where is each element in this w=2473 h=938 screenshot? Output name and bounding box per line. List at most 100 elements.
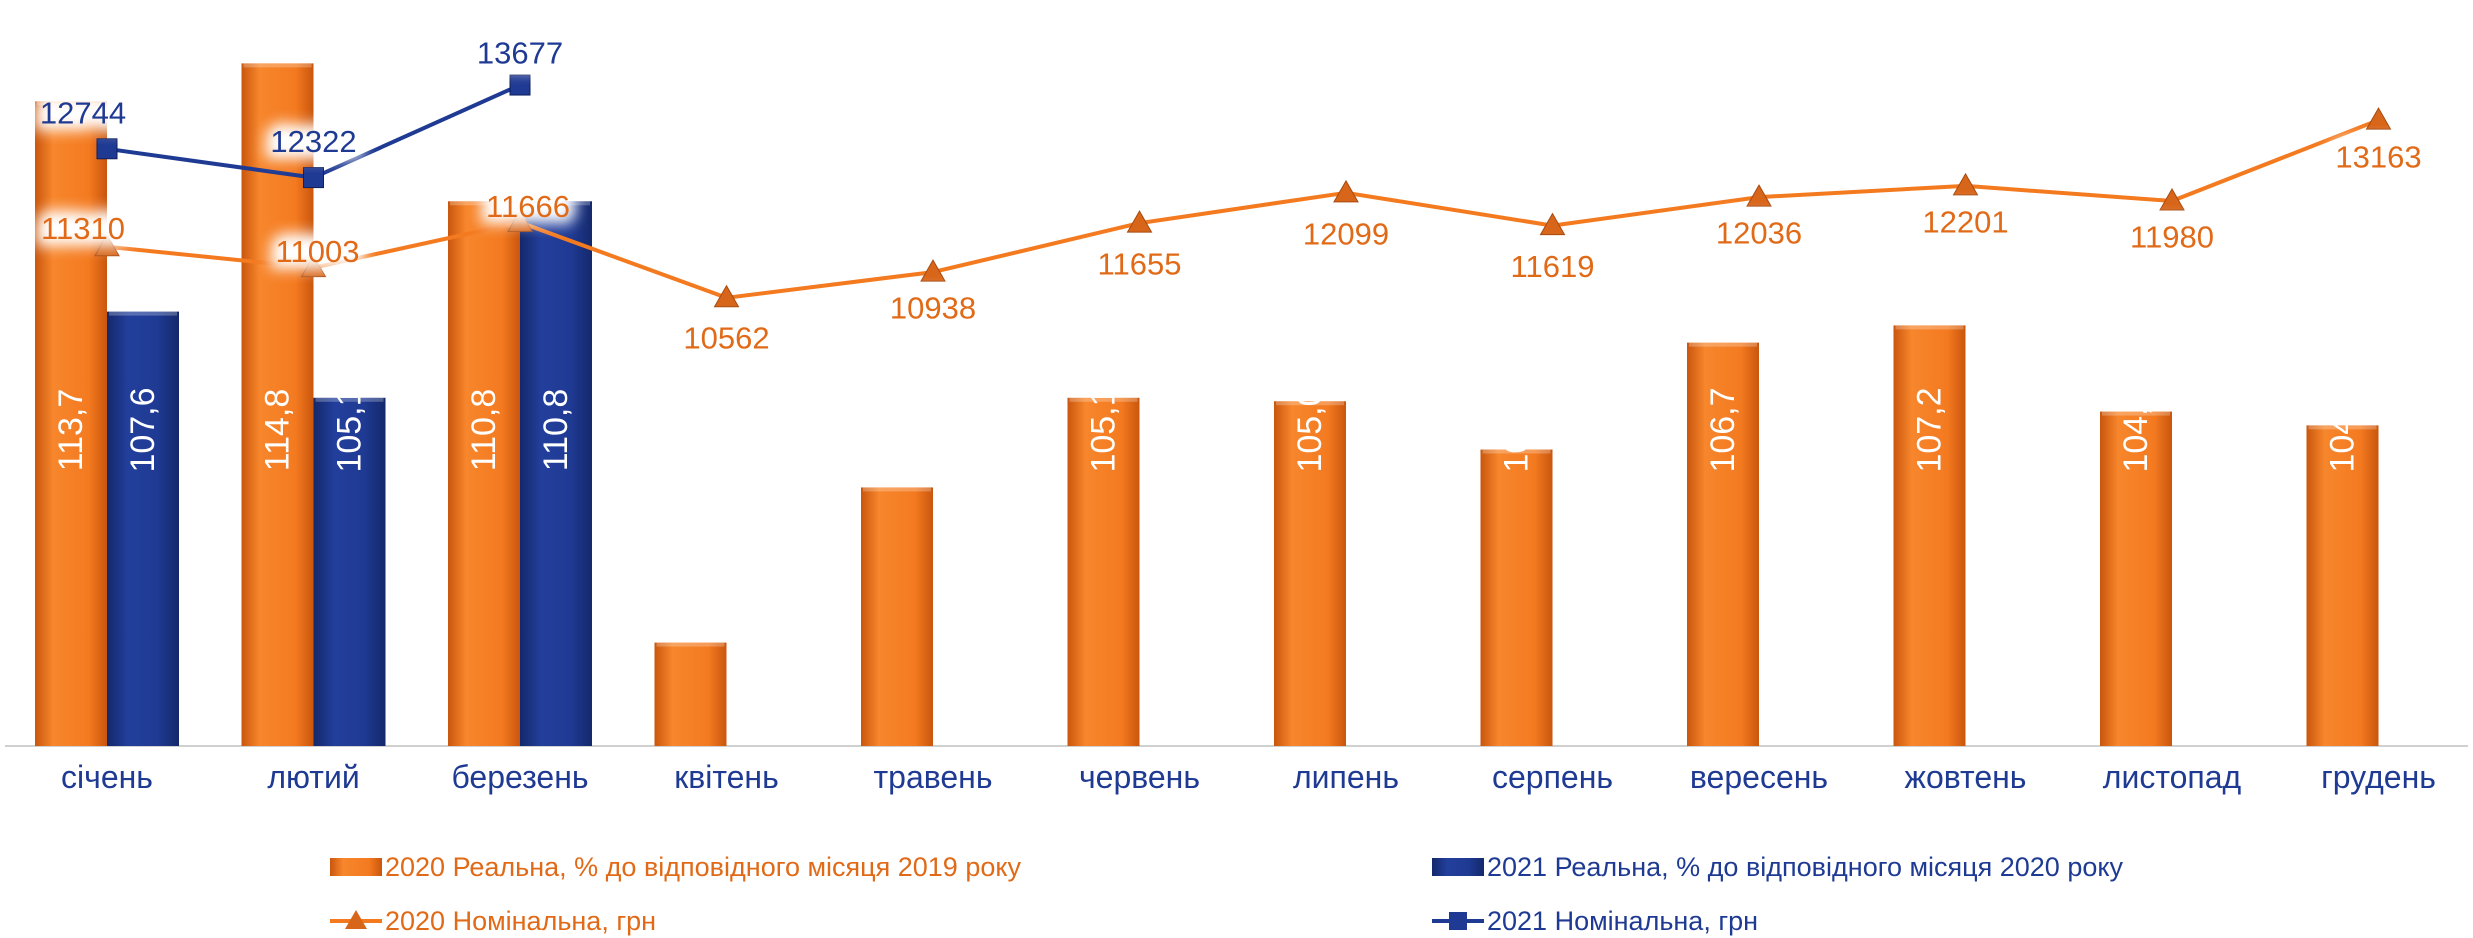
bar-highlight <box>109 311 177 316</box>
bar-value-label: 104,3 <box>2324 387 2362 472</box>
bar-highlight <box>2102 411 2170 416</box>
bar-highlight <box>37 101 105 106</box>
svg-text:11619: 11619 <box>1511 249 1595 284</box>
svg-text:11980: 11980 <box>2130 219 2214 254</box>
bar-highlight <box>243 63 312 68</box>
category-label: лютий <box>267 759 359 795</box>
svg-text:11310: 11310 <box>41 211 125 246</box>
bar-highlight <box>863 487 931 492</box>
svg-text:13163: 13163 <box>2335 140 2421 175</box>
category-label: серпень <box>1492 759 1613 795</box>
line-marker <box>96 138 118 160</box>
legend-marker <box>345 910 367 929</box>
svg-text:10938: 10938 <box>890 291 976 326</box>
bar-highlight <box>1069 397 1138 402</box>
bar-value-label: 102,5 <box>878 387 916 472</box>
category-label: січень <box>61 759 153 795</box>
bar-highlight <box>1689 342 1757 347</box>
bar-value-label: 105,0 <box>1291 387 1329 472</box>
line-marker <box>300 254 327 278</box>
bar-labels-layer: 113,7 114,8 110,8 98,0 102,5 105,1 105,0 103,6 1… <box>52 387 2362 472</box>
svg-text:12099: 12099 <box>1303 216 1389 251</box>
legend-item: 2020 Номінальна, грн <box>330 906 656 936</box>
category-labels: січень лютий березень квітень травень червень… <box>61 759 2436 795</box>
bar-2020-листопад <box>2100 411 2172 746</box>
category-label: липень <box>1293 759 1399 795</box>
bar-value-label: 107,2 <box>1911 387 1949 472</box>
bar-highlight <box>1482 449 1551 454</box>
category-label: червень <box>1079 759 1200 795</box>
line-marker <box>1952 172 1979 196</box>
bar-highlight <box>450 201 518 206</box>
svg-text:11980: 11980 <box>2130 219 2214 254</box>
bar-highlight <box>315 397 384 402</box>
line-marker <box>94 233 120 257</box>
svg-text:11655: 11655 <box>1098 247 1182 282</box>
legend-item: 2021 Реальна, % до відповідного місяця 2… <box>1432 852 2123 882</box>
legend-swatch <box>330 858 382 876</box>
svg-text:11003: 11003 <box>276 234 360 269</box>
bar-2020-червень <box>1067 397 1140 746</box>
svg-text:12744: 12744 <box>40 95 126 130</box>
svg-text:11003: 11003 <box>276 234 360 269</box>
legend: 2020 Реальна, % до відповідного місяця 2… <box>330 852 2123 936</box>
line-marker <box>1539 212 1566 236</box>
line-2020-nominal <box>106 118 2380 300</box>
svg-text:13677: 13677 <box>477 36 563 71</box>
line-marker <box>509 74 531 96</box>
line-marker <box>2365 107 2392 130</box>
bar-value-label: 104,7 <box>2117 387 2155 472</box>
legend-item: 2021 Номінальна, грн <box>1432 906 1758 936</box>
bar-2020-серпень <box>1480 449 1553 746</box>
svg-text:12744: 12744 <box>40 95 126 130</box>
bar-value-label: 114,8 <box>259 389 297 472</box>
svg-text:12036: 12036 <box>1716 216 1802 251</box>
legend-marker <box>1449 912 1467 930</box>
category-label: вересень <box>1690 759 1828 795</box>
bar-2021-лютий <box>313 397 386 746</box>
bar-value-label: 98,0 <box>672 397 710 463</box>
line-marker <box>1746 184 1772 207</box>
bar-value-label: 110,8 <box>465 389 503 472</box>
svg-text:10562: 10562 <box>683 320 769 355</box>
line-marker <box>507 209 533 232</box>
legend-label: 2021 Номінальна, грн <box>1487 906 1758 936</box>
svg-text:12322: 12322 <box>270 124 356 159</box>
category-label: жовтень <box>1905 759 2027 795</box>
category-label: травень <box>873 759 992 795</box>
bar-value-label: 113,7 <box>52 389 90 472</box>
bar-value-label: 105,1 <box>331 387 369 472</box>
legend-label: 2021 Реальна, % до відповідного місяця 2… <box>1487 852 2123 882</box>
bar-highlight <box>656 642 725 647</box>
bar-value-label: 107,6 <box>124 387 162 472</box>
lines-layer <box>94 74 2392 308</box>
svg-text:13677: 13677 <box>477 36 563 71</box>
svg-text:12201: 12201 <box>1922 204 2008 239</box>
line-marker <box>713 284 740 308</box>
bar-2021-січень <box>107 311 179 746</box>
bar-2020-липень <box>1274 401 1346 746</box>
svg-text:11666: 11666 <box>486 189 570 224</box>
bar-2020-жовтень <box>1893 325 1966 746</box>
svg-text:12036: 12036 <box>1716 216 1802 251</box>
bar-value-label: 105,1 <box>1085 387 1123 472</box>
svg-text:10562: 10562 <box>683 320 769 355</box>
bar-2020-березень <box>448 201 520 746</box>
legend-item: 2020 Реальна, % до відповідного місяця 2… <box>330 852 1021 882</box>
svg-text:11666: 11666 <box>486 189 570 224</box>
category-label: квітень <box>674 759 779 795</box>
svg-text:11619: 11619 <box>1511 249 1595 284</box>
line-marker <box>2159 187 2185 211</box>
bars-layer <box>35 63 2379 747</box>
bar-highlight <box>1895 325 1964 330</box>
